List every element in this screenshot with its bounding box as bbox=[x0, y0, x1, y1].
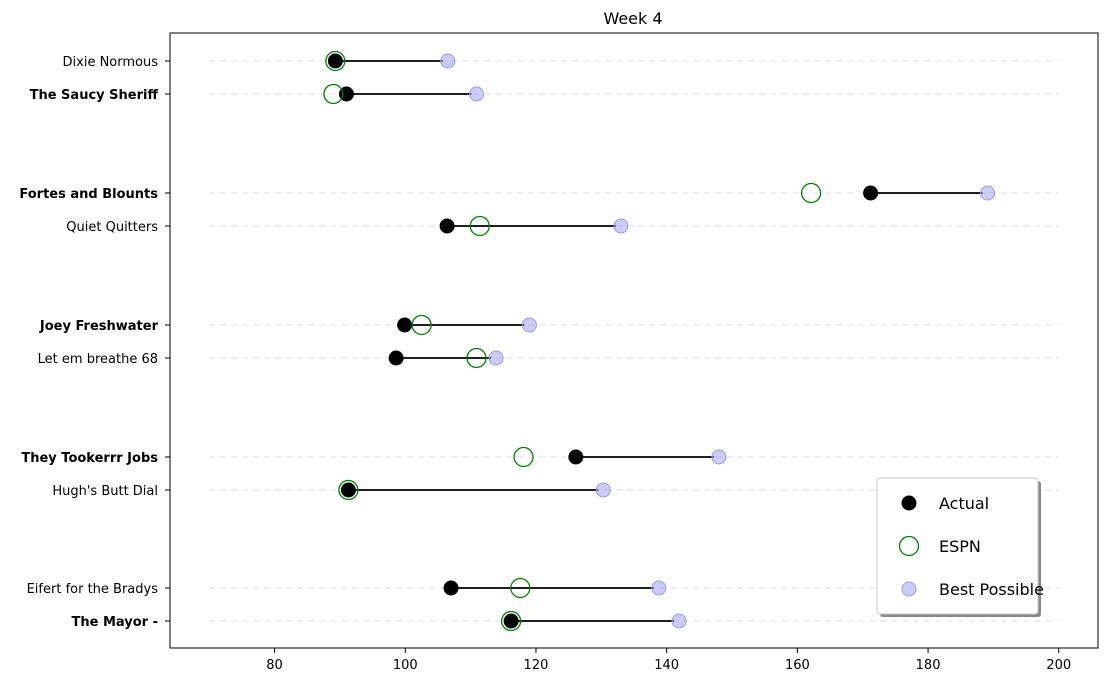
team-label: Eifert for the Bradys bbox=[27, 582, 159, 597]
actual-marker bbox=[340, 482, 356, 498]
chart-title: Week 4 bbox=[603, 9, 662, 28]
legend-label: Best Possible bbox=[939, 580, 1044, 599]
espn-marker bbox=[500, 610, 522, 632]
x-tick-label: 140 bbox=[654, 658, 679, 673]
x-tick-label: 160 bbox=[785, 658, 810, 673]
actual-marker bbox=[443, 580, 459, 596]
best-possible-marker bbox=[711, 449, 727, 465]
actual-marker bbox=[439, 218, 455, 234]
espn-marker bbox=[469, 215, 490, 237]
actual-marker bbox=[397, 317, 413, 333]
team-label: They Tookerrr Jobs bbox=[21, 451, 158, 466]
x-tick-label: 180 bbox=[916, 658, 941, 673]
legend-label: ESPN bbox=[939, 537, 981, 556]
best-possible-marker bbox=[521, 317, 537, 333]
team-label: Hugh's Butt Dial bbox=[52, 484, 158, 499]
legend-best-marker bbox=[901, 581, 917, 597]
team-labels: Dixie Normous The Saucy Sheriff Fortes and… bbox=[19, 55, 170, 630]
espn-marker bbox=[800, 182, 822, 204]
team-label: The Mayor - bbox=[71, 615, 158, 630]
actual-marker bbox=[863, 185, 879, 201]
team-label: Fortes and Blounts bbox=[19, 187, 158, 202]
best-possible-marker bbox=[980, 185, 996, 201]
actual-marker bbox=[568, 449, 584, 465]
espn-marker bbox=[466, 347, 487, 369]
connector-lines bbox=[335, 60, 983, 622]
actual-marker bbox=[388, 350, 404, 366]
espn-marker bbox=[338, 479, 359, 501]
plot-area bbox=[169, 32, 1099, 649]
best-possible-marker bbox=[595, 482, 611, 498]
espn-marker bbox=[323, 83, 344, 105]
legend-label: Actual bbox=[939, 494, 989, 513]
legend: Actual ESPN Best Possible bbox=[876, 477, 1044, 617]
best-possible-marker bbox=[488, 350, 504, 366]
x-tick-label: 200 bbox=[1046, 658, 1071, 673]
team-label: Joey Freshwater bbox=[39, 319, 159, 334]
best-possible-marker bbox=[651, 580, 667, 596]
x-tick-label: 100 bbox=[393, 658, 418, 673]
espn-marker bbox=[325, 50, 346, 72]
legend-espn-marker bbox=[898, 535, 920, 557]
best-possible-marker bbox=[469, 86, 485, 102]
legend-actual-marker bbox=[901, 495, 917, 511]
team-label: The Saucy Sheriff bbox=[30, 88, 159, 103]
data-markers bbox=[323, 50, 996, 632]
best-possible-marker bbox=[440, 53, 456, 69]
espn-marker bbox=[513, 446, 534, 468]
x-axis: 80 100 120 140 160 180 200 bbox=[266, 648, 1071, 673]
actual-marker bbox=[503, 613, 519, 629]
team-label: Let em breathe 68 bbox=[38, 352, 158, 367]
best-possible-marker bbox=[613, 218, 629, 234]
x-tick-label: 120 bbox=[524, 658, 549, 673]
espn-marker bbox=[411, 314, 432, 336]
team-label: Dixie Normous bbox=[63, 55, 159, 70]
legend-box bbox=[876, 477, 1039, 615]
x-tick-label: 80 bbox=[266, 658, 283, 673]
best-possible-marker bbox=[671, 613, 687, 629]
team-label: Quiet Quitters bbox=[66, 220, 158, 235]
espn-marker bbox=[510, 577, 531, 599]
actual-marker bbox=[327, 53, 343, 69]
